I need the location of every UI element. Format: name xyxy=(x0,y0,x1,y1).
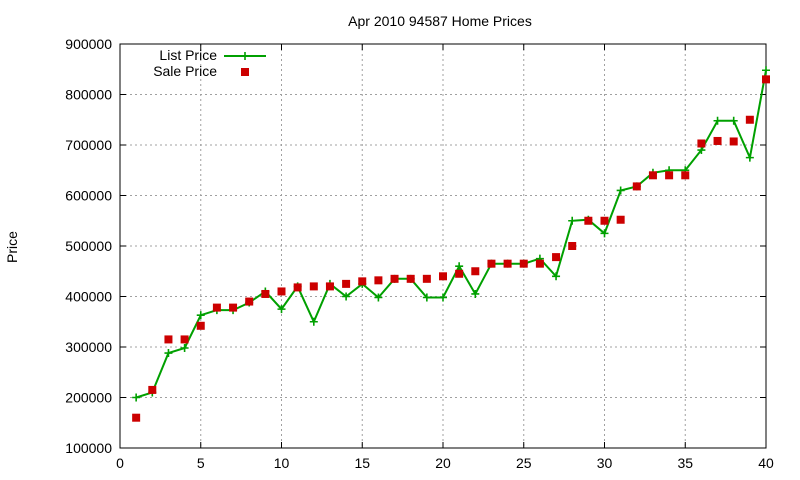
sale-price-point xyxy=(535,259,544,268)
legend: List Price Sale Price xyxy=(153,47,266,79)
sale-price-point xyxy=(342,279,351,288)
list-price-point xyxy=(374,293,383,302)
y-tick-label: 900000 xyxy=(65,36,112,52)
list-price-point xyxy=(568,216,577,225)
list-price-point xyxy=(552,272,561,281)
sale-price-point xyxy=(584,216,593,225)
sale-price-point xyxy=(600,216,609,225)
list-price-point xyxy=(309,317,318,326)
sale-price-point xyxy=(164,335,173,344)
sale-price-point xyxy=(325,282,334,291)
sale-price-point xyxy=(261,289,270,298)
y-tick-label: 700000 xyxy=(65,137,112,153)
x-tick-label: 20 xyxy=(435,455,451,471)
x-tick-label: 35 xyxy=(677,455,693,471)
sale-price-point xyxy=(616,215,625,224)
sale-price-point xyxy=(422,274,431,283)
sale-price-point xyxy=(245,297,254,306)
list-price-point xyxy=(164,349,173,358)
y-tick-label: 100000 xyxy=(65,440,112,456)
sale-price-point xyxy=(390,274,399,283)
y-tick-label: 200000 xyxy=(65,390,112,406)
sale-price-point xyxy=(729,137,738,146)
sale-price-point xyxy=(681,171,690,180)
list-price-point xyxy=(616,186,625,195)
x-tick-label: 15 xyxy=(354,455,370,471)
sale-price-point xyxy=(439,272,447,281)
y-tick-label: 600000 xyxy=(65,188,112,204)
legend-marker-list-price xyxy=(241,52,249,60)
sale-price-point xyxy=(148,385,157,394)
sale-price-point xyxy=(648,171,657,180)
sale-price-point xyxy=(132,413,141,422)
sale-price-point xyxy=(471,267,480,276)
list-price-point xyxy=(342,292,351,301)
list-price-point xyxy=(277,305,286,314)
sale-price-point xyxy=(632,182,641,191)
list-price-point xyxy=(713,116,722,125)
y-tick-label: 500000 xyxy=(65,238,112,254)
sale-price-point xyxy=(406,274,415,283)
list-price-point xyxy=(180,344,189,353)
x-tick-label: 30 xyxy=(597,455,613,471)
sale-price-point xyxy=(229,303,238,312)
sale-price-point xyxy=(762,75,770,84)
sale-price-point xyxy=(697,139,706,148)
x-tick-label: 5 xyxy=(197,455,205,471)
y-tick-label: 400000 xyxy=(65,289,112,305)
series xyxy=(132,66,770,422)
axis-ticks: 0 5 10 15 20 25 30 35 40 100000 200000 300000 400000… xyxy=(65,36,774,471)
list-price-point xyxy=(762,66,770,75)
sale-price-point xyxy=(487,259,496,268)
list-price-point xyxy=(455,262,464,271)
sale-price-point xyxy=(519,259,528,268)
y-tick-label: 300000 xyxy=(65,339,112,355)
sale-price-point xyxy=(212,303,221,312)
list-price-point xyxy=(439,293,447,302)
legend-label-list-price: List Price xyxy=(159,47,217,63)
list-price-point xyxy=(471,289,480,298)
sale-price-point xyxy=(665,171,674,180)
sale-price-point xyxy=(745,115,754,124)
y-tick-label: 800000 xyxy=(65,87,112,103)
x-tick-label: 40 xyxy=(758,455,774,471)
list-price-line xyxy=(135,70,767,399)
list-price-point xyxy=(600,229,609,238)
x-tick-label: 0 xyxy=(116,455,124,471)
sale-price-point xyxy=(552,253,561,262)
list-price-point xyxy=(745,153,754,162)
sale-price-point xyxy=(455,269,464,278)
sale-price-point xyxy=(568,242,577,250)
list-price-point xyxy=(729,116,738,125)
legend-label-sale-price: Sale Price xyxy=(153,63,217,79)
list-price-point xyxy=(132,393,141,402)
sale-price-point xyxy=(277,287,286,296)
chart-title: Apr 2010 94587 Home Prices xyxy=(348,13,532,29)
x-tick-label: 25 xyxy=(516,455,532,471)
x-tick-label: 10 xyxy=(274,455,290,471)
sale-price-point xyxy=(180,335,189,344)
sale-price-point xyxy=(503,259,512,268)
sale-price-point xyxy=(358,277,367,286)
sale-price-point xyxy=(293,283,302,292)
legend-marker-sale-price xyxy=(241,68,249,76)
list-price-point xyxy=(196,311,205,320)
sale-price-point xyxy=(374,276,383,285)
sale-price-point xyxy=(309,282,318,291)
grid xyxy=(120,44,766,448)
list-price-point xyxy=(422,293,431,302)
sale-price-point xyxy=(713,136,722,145)
y-axis-label: Price xyxy=(4,231,20,263)
sale-price-point xyxy=(196,321,205,330)
